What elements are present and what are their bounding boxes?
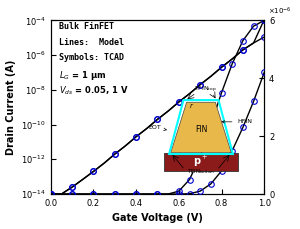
Y-axis label: Drain Current (A): Drain Current (A): [6, 60, 16, 155]
Text: FIN: FIN: [195, 125, 207, 134]
Text: $V_{ds}$ = 0.05, 1 V: $V_{ds}$ = 0.05, 1 V: [59, 85, 129, 97]
Text: $L_G$ = 1 μm: $L_G$ = 1 μm: [59, 69, 106, 82]
Polygon shape: [171, 102, 231, 153]
Text: p$^+$: p$^+$: [194, 154, 208, 169]
Text: TFIN$_{\rm bottom}$: TFIN$_{\rm bottom}$: [187, 167, 215, 176]
Text: Symbols: TCAD: Symbols: TCAD: [59, 53, 124, 62]
Text: Lines:  Model: Lines: Model: [59, 38, 124, 47]
Text: EOT: EOT: [148, 125, 167, 131]
Text: r: r: [190, 103, 193, 109]
X-axis label: Gate Voltage (V): Gate Voltage (V): [112, 213, 203, 224]
Text: $\times10^{-6}$: $\times10^{-6}$: [268, 5, 292, 17]
Bar: [164, 153, 238, 171]
Text: TFIN$_{\rm top}$: TFIN$_{\rm top}$: [194, 85, 217, 95]
Text: HFIN: HFIN: [222, 119, 253, 124]
Text: Bulk FinFET: Bulk FinFET: [59, 22, 114, 31]
